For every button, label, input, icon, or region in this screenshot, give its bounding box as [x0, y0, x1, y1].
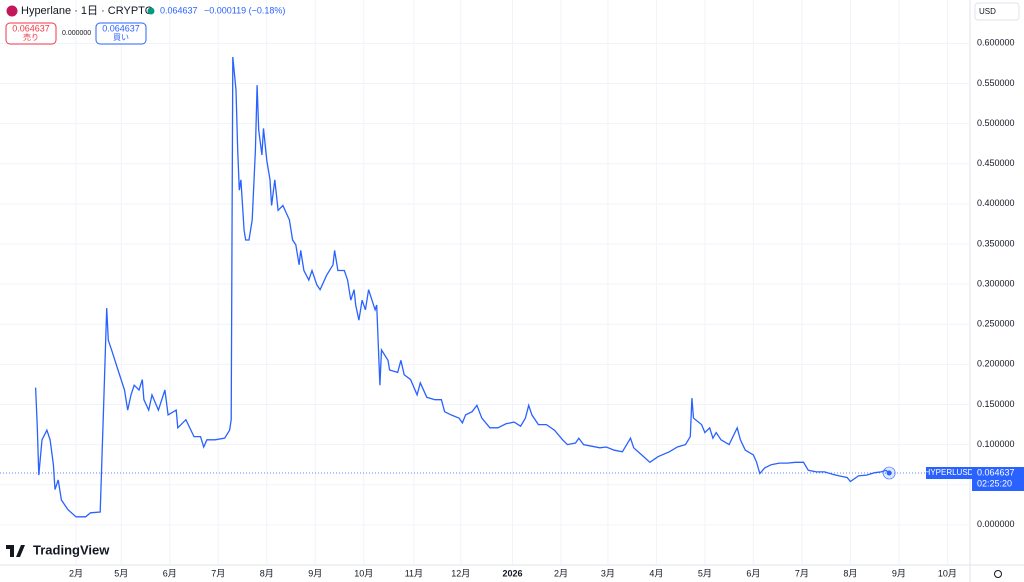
- sell-price[interactable]: 0.064637: [12, 23, 50, 33]
- y-tick-label: 0.350000: [977, 238, 1015, 248]
- x-tick-label: 2月: [69, 568, 83, 578]
- x-tick-label: 5月: [114, 568, 128, 578]
- spread: 0.000000: [62, 30, 91, 37]
- x-tick-label: 7月: [211, 568, 225, 578]
- x-tick-label: 8月: [260, 568, 274, 578]
- symbol-tag: [926, 466, 972, 479]
- x-tick-label: 11月: [405, 568, 423, 578]
- x-tick-label: 9月: [892, 568, 906, 578]
- price-tag: [972, 466, 1024, 491]
- settings-icon[interactable]: [994, 570, 1002, 578]
- grid: [0, 0, 970, 565]
- y-tick-label: 0.450000: [977, 158, 1015, 168]
- x-tick-label: 6月: [746, 568, 760, 578]
- currency[interactable]: USD: [979, 7, 996, 16]
- x-tick-label: 2026: [502, 568, 522, 578]
- buy-label[interactable]: 買い: [113, 33, 129, 42]
- price-tag-countdown: 02:25:20: [977, 478, 1012, 488]
- last-point: [886, 470, 892, 476]
- price-line: [34, 56, 890, 518]
- x-tick-label: 2月: [554, 568, 568, 578]
- logo-icon: [6, 545, 25, 557]
- plot: [34, 56, 890, 518]
- y-tick-label: 0.500000: [977, 118, 1015, 128]
- currency-button[interactable]: [974, 2, 1020, 21]
- buy-price[interactable]: 0.064637: [102, 23, 140, 33]
- status-dot: [147, 7, 155, 15]
- symbol-icon: [6, 5, 18, 17]
- x-tick-label: 4月: [649, 568, 663, 578]
- y-tick-label: 0.000000: [977, 519, 1015, 529]
- change: −0.000119 (−0.18%): [204, 5, 285, 15]
- price-tag-value: 0.064637: [977, 467, 1015, 477]
- x-tick-label: 12月: [451, 568, 470, 578]
- x-tick-label: 7月: [795, 568, 809, 578]
- y-tick-label: 0.250000: [977, 319, 1015, 329]
- y-tick-label: 0.200000: [977, 359, 1015, 369]
- x-tick-label: 9月: [308, 568, 322, 578]
- symbol: Hyperlane · 1日 · CRYPTO: [21, 5, 154, 17]
- y-tick-label: 0.300000: [977, 278, 1015, 288]
- y-tick-label: 0.550000: [977, 78, 1015, 88]
- sell-button[interactable]: [5, 22, 57, 45]
- x-tick-label: 10月: [354, 568, 373, 578]
- y-tick-label: 0.150000: [977, 399, 1015, 409]
- sell-label[interactable]: 売り: [23, 32, 39, 42]
- symbol-tag-text: HYPERLUSD: [925, 468, 974, 477]
- x-tick-label: 5月: [698, 568, 712, 578]
- x-tick-label: 3月: [601, 568, 615, 578]
- buy-button[interactable]: [95, 22, 147, 45]
- last-price: 0.064637: [160, 5, 198, 15]
- x-tick-label: 10月: [938, 568, 957, 578]
- y-tick-label: 0.400000: [977, 198, 1015, 208]
- y-tick-label: 0.600000: [977, 38, 1015, 48]
- x-tick-label: 8月: [843, 568, 857, 578]
- x-tick-label: 6月: [163, 568, 177, 578]
- brand: TradingView: [33, 542, 110, 557]
- y-tick-label: 0.100000: [977, 439, 1015, 449]
